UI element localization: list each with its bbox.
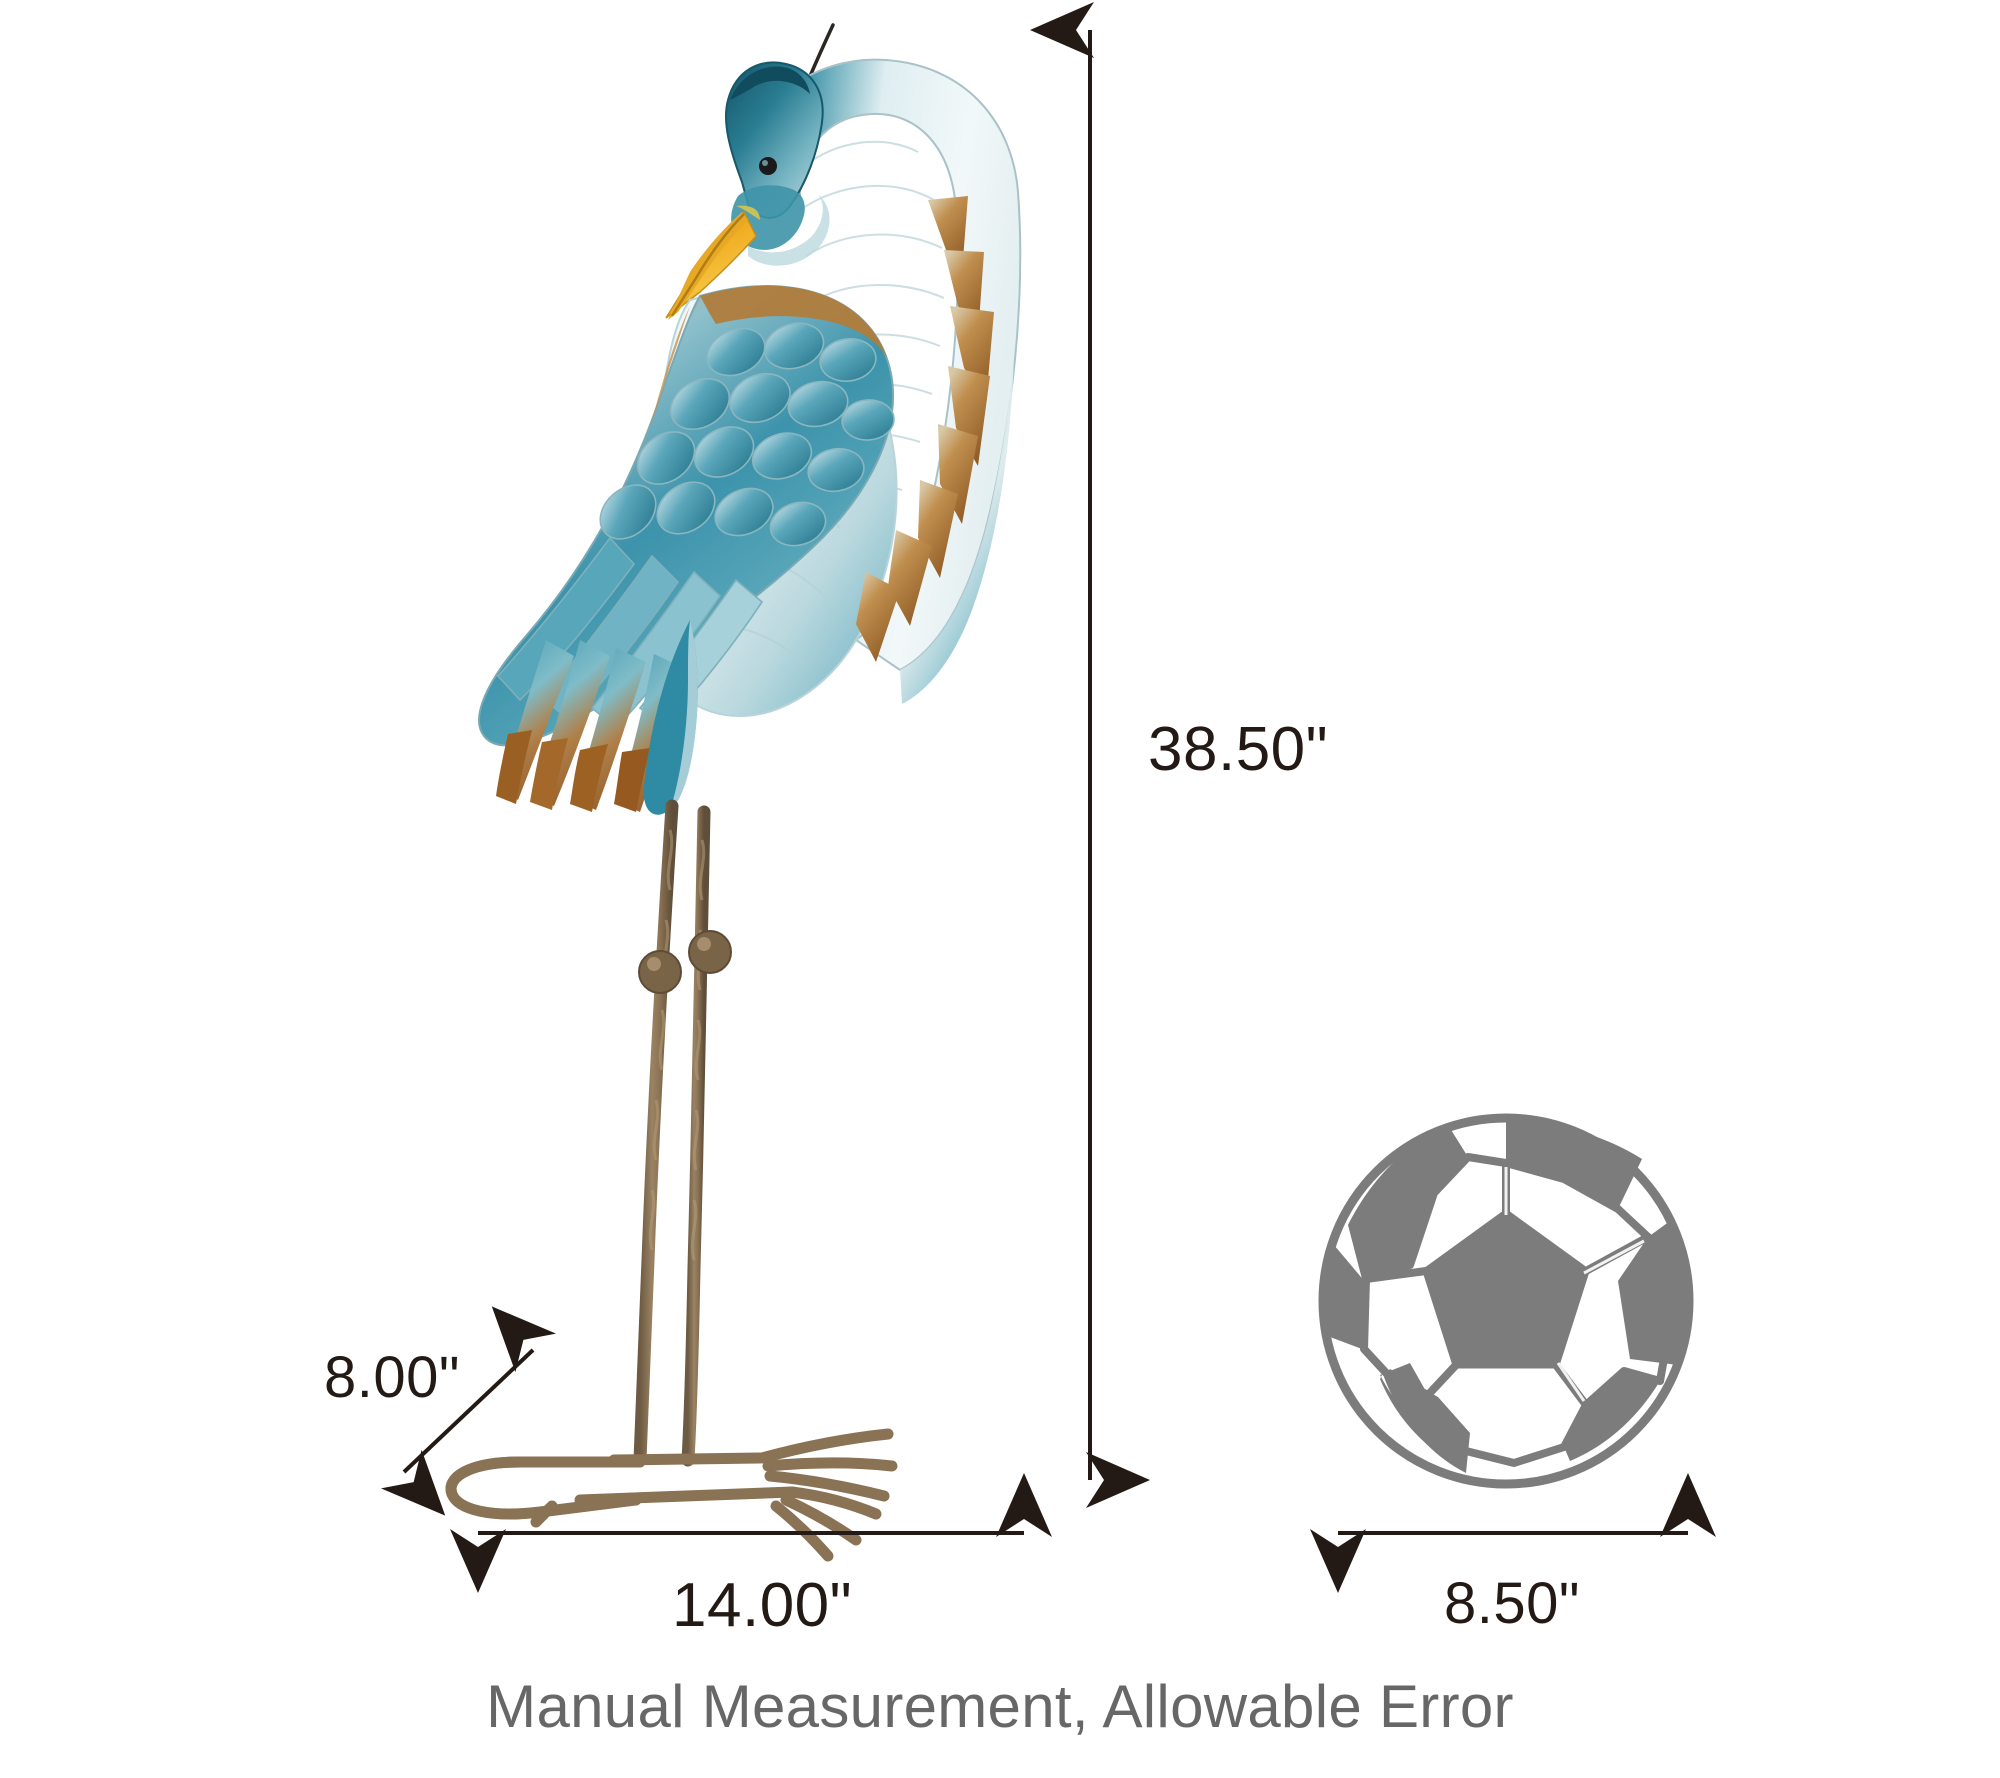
depth-dimension-label: 8.00" [324,1345,460,1410]
depth-dimension-arrow [380,1306,557,1516]
width-dimension-label: 14.00" [672,1571,853,1640]
wing-feather-row-3 [636,426,865,493]
heron-legs [633,799,732,1467]
heron-wing [478,285,895,747]
heron-beak [665,205,760,320]
ball-diameter-label: 8.50" [1444,1571,1580,1636]
wing-feather-row-2 [669,372,895,441]
measurement-disclaimer-caption: Manual Measurement, Allowable Error [486,1673,1514,1740]
heron-neck-fringe [856,196,994,662]
height-dimension-label: 38.50" [1148,715,1329,784]
heron-tail [496,620,698,815]
wing-feather-row-1 [706,322,877,382]
wing-feather-row-4 [599,481,827,547]
